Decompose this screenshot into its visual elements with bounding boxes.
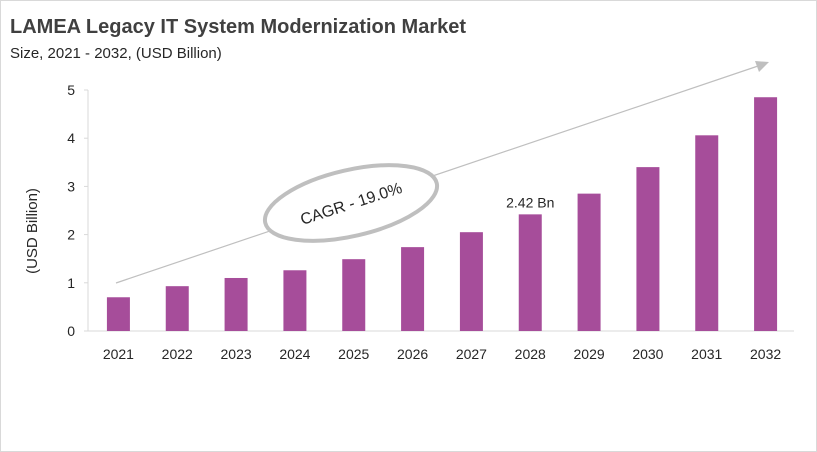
- y-tick-label: 0: [67, 323, 75, 339]
- x-tick-label: 2021: [103, 346, 134, 362]
- bar-2022: [165, 286, 189, 331]
- y-tick-label: 3: [67, 178, 75, 194]
- x-tick-label: 2025: [338, 346, 369, 362]
- chart-title: LAMEA Legacy IT System Modernization Mar…: [10, 16, 467, 38]
- y-axis-label: (USD Billion): [24, 188, 41, 274]
- bar-2028: [518, 214, 542, 331]
- x-tick-label: 2023: [221, 346, 252, 362]
- bar-2027: [459, 232, 483, 331]
- x-tick-label: 2031: [691, 346, 722, 362]
- arrow-head-icon: [755, 61, 769, 72]
- cagr-ellipse: [262, 163, 440, 243]
- x-tick-label: 2032: [750, 346, 781, 362]
- x-tick-label: 2026: [397, 346, 428, 362]
- bar-2025: [342, 259, 366, 331]
- x-tick-label: 2029: [574, 346, 605, 362]
- x-tick-label: 2030: [632, 346, 663, 362]
- bar-2021: [106, 297, 130, 331]
- x-tick-label: 2028: [515, 346, 546, 362]
- x-tick-label: 2022: [162, 346, 193, 362]
- bar-2024: [283, 270, 307, 331]
- bar-2026: [401, 247, 425, 331]
- y-tick-label: 1: [67, 275, 75, 291]
- chart-subtitle: Size, 2021 - 2032, (USD Billion): [10, 45, 222, 62]
- data-label: 2.42 Bn: [506, 194, 554, 210]
- bar-2031: [695, 135, 719, 331]
- y-tick-label: 4: [67, 130, 75, 146]
- bar-2023: [224, 277, 248, 331]
- y-tick-label: 5: [67, 82, 75, 98]
- x-tick-label: 2024: [279, 346, 310, 362]
- trend-arrow: [115, 64, 762, 284]
- bar-2030: [636, 167, 660, 331]
- bar-2029: [577, 193, 601, 331]
- bar-2032: [754, 97, 778, 331]
- x-tick-label: 2027: [456, 346, 487, 362]
- y-tick-label: 2: [67, 227, 75, 243]
